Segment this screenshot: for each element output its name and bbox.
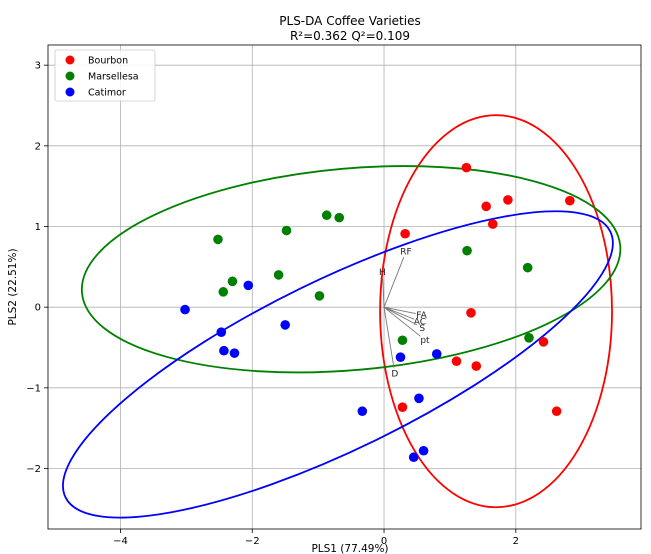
data-point-marsellesa xyxy=(397,335,408,346)
grid-lines xyxy=(48,45,641,529)
data-point-marsellesa xyxy=(321,210,332,221)
legend-box xyxy=(54,49,156,102)
y-tick-label: 1 xyxy=(35,222,41,233)
y-tick-label: −2 xyxy=(26,464,41,475)
loading-label: RF xyxy=(400,248,411,258)
loading-arrow xyxy=(383,306,418,326)
data-point-catimor xyxy=(418,445,429,456)
legend-marker xyxy=(65,55,75,65)
data-point-bourbon xyxy=(565,195,575,206)
data-point-catimor xyxy=(229,348,240,358)
data-points xyxy=(180,162,575,463)
data-point-bourbon xyxy=(471,361,482,371)
data-point-catimor xyxy=(357,406,368,417)
data-point-catimor xyxy=(414,393,424,404)
data-point-marsellesa xyxy=(218,287,229,297)
y-tick-label: 2 xyxy=(35,141,41,152)
data-point-bourbon xyxy=(451,356,462,367)
chart-subtitle: R²=0.362 Q²=0.109 xyxy=(290,29,410,43)
loading-label: AC xyxy=(414,317,426,327)
loading-arrow xyxy=(383,306,421,337)
x-axis-label: PLS1 (77.49%) xyxy=(311,543,388,554)
data-point-marsellesa xyxy=(281,225,292,236)
data-point-bourbon xyxy=(397,402,408,412)
loading-arrow xyxy=(383,306,416,315)
loading-arrow xyxy=(383,307,395,368)
data-point-marsellesa xyxy=(213,234,223,245)
data-point-bourbon xyxy=(487,219,498,229)
confidence-ellipse-marsellesa xyxy=(80,165,622,374)
y-tick-label: −1 xyxy=(26,383,41,394)
y-axis-label: PLS2 (22.51%) xyxy=(7,248,19,325)
x-tick-label: −2 xyxy=(245,536,260,547)
data-point-marsellesa xyxy=(462,245,472,256)
legend-entry-label: Marsellesa xyxy=(88,72,139,83)
data-point-marsellesa xyxy=(334,212,345,223)
loading-label: pt xyxy=(420,336,430,346)
data-point-bourbon xyxy=(503,195,513,205)
data-point-catimor xyxy=(243,280,254,291)
chart-title: PLS-DA Coffee Varieties xyxy=(279,14,420,28)
legend-marker xyxy=(65,87,75,97)
loading-arrow xyxy=(382,278,385,308)
plot-frame xyxy=(47,44,642,530)
loading-arrow xyxy=(383,256,405,308)
legend-marker xyxy=(65,71,75,81)
data-point-bourbon xyxy=(461,162,472,173)
data-point-catimor xyxy=(180,304,190,315)
loading-label: FA xyxy=(416,311,427,321)
data-point-marsellesa xyxy=(314,291,325,301)
data-point-catimor xyxy=(395,352,406,362)
loading-arrow xyxy=(383,306,415,320)
data-point-marsellesa xyxy=(273,270,284,280)
loading-label: D xyxy=(391,370,398,380)
data-point-catimor xyxy=(280,320,291,330)
y-ticks: −2 −1 0 1 2 3 xyxy=(26,61,48,475)
data-point-bourbon xyxy=(538,337,549,347)
data-point-bourbon xyxy=(400,228,410,239)
data-point-catimor xyxy=(216,327,227,337)
confidence-ellipse-bourbon xyxy=(379,114,613,509)
data-point-marsellesa xyxy=(522,262,533,273)
data-point-bourbon xyxy=(551,406,562,417)
data-point-bourbon xyxy=(466,308,476,318)
legend-entry-label: Bourbon xyxy=(88,56,128,67)
x-tick-label: 0 xyxy=(381,536,387,547)
data-point-marsellesa xyxy=(227,276,238,287)
x-tick-label: 2 xyxy=(513,536,519,547)
data-point-bourbon xyxy=(481,201,491,212)
confidence-ellipse-catimor xyxy=(62,210,614,519)
data-point-catimor xyxy=(219,345,229,356)
x-ticks: −4 −2 0 2 xyxy=(113,529,519,547)
y-tick-label: 0 xyxy=(35,303,41,314)
legend-entry-label: Catimor xyxy=(88,88,126,99)
y-tick-label: 3 xyxy=(35,61,41,72)
loading-label: H xyxy=(379,268,386,278)
data-point-catimor xyxy=(431,349,442,359)
data-point-marsellesa xyxy=(524,333,534,343)
loading-label: S xyxy=(419,324,425,334)
ellipses xyxy=(62,114,622,519)
legend: Bourbon Marsellesa Catimor xyxy=(54,49,156,102)
x-tick-label: −4 xyxy=(113,536,128,547)
data-point-catimor xyxy=(408,452,419,463)
